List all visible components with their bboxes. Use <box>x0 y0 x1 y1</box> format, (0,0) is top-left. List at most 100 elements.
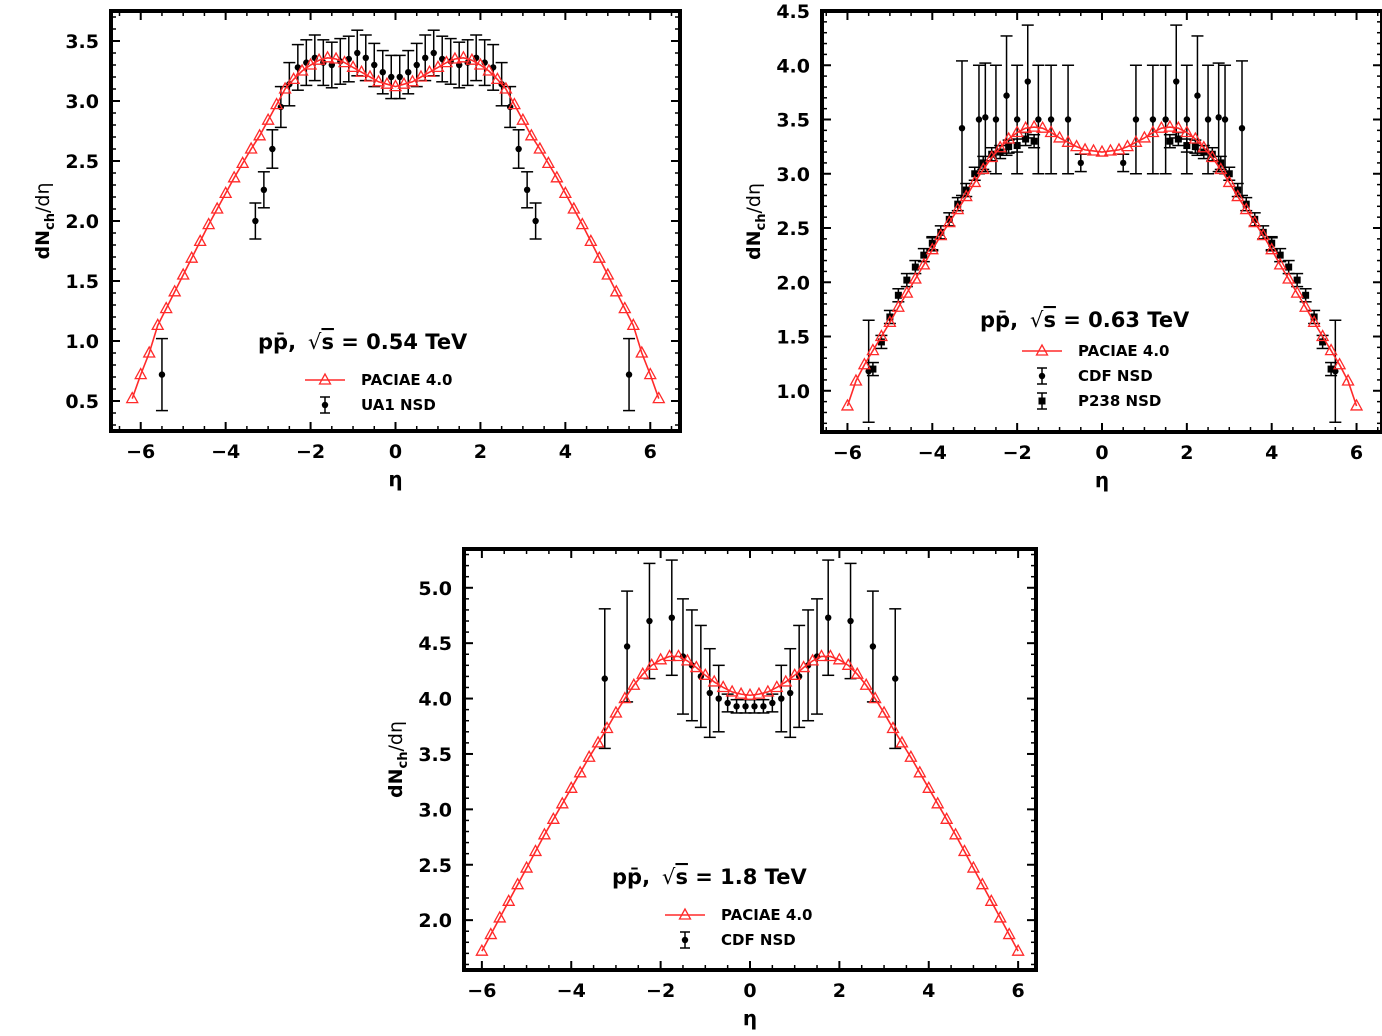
model-point-triangle <box>1248 215 1262 228</box>
plot-area <box>125 29 666 412</box>
data-point-circle <box>269 145 276 153</box>
legend-circle-marker <box>321 401 329 409</box>
y-tick-label: 2.0 <box>776 272 810 294</box>
model-line <box>846 126 1358 407</box>
model-point-triangle <box>948 827 963 840</box>
model-point-triangle <box>261 112 275 125</box>
model-point-triangle <box>592 250 606 263</box>
model-point-triangle <box>270 97 284 110</box>
energy-annotation: pp̄, √s = 1.8 TeV <box>612 865 807 889</box>
model-point-triangle <box>652 391 666 404</box>
plot-area <box>840 24 1364 423</box>
y-tick-label: 1.0 <box>65 331 99 353</box>
model-point-triangle <box>609 705 623 718</box>
model-point-triangle <box>253 128 267 141</box>
annotation-var: s <box>675 865 688 889</box>
data-point-circle <box>362 54 369 61</box>
ticks: −6 −4 −2 0 2 4 6 1.0 1.5 2.0 2.5 3.0 3.5 4.0 4.5 <box>776 1 1382 464</box>
data-point-square <box>937 228 945 236</box>
y-tick-label: 3.0 <box>776 164 810 186</box>
data-point-circle <box>715 695 722 702</box>
model-point-triangle <box>626 318 640 331</box>
model-point-triangle <box>564 780 578 793</box>
model-point-triangle <box>1103 143 1118 156</box>
model-point-triangle <box>627 677 641 690</box>
annotation-sqrt: √ <box>1030 308 1044 332</box>
data-point-square <box>920 251 928 259</box>
y-tick-label: 1.5 <box>776 327 810 349</box>
model-point-triangle <box>976 162 990 175</box>
y-tick-label: 1.0 <box>776 381 810 403</box>
model-point-triangle <box>142 345 156 358</box>
data-point-circle <box>1120 159 1127 167</box>
model-point-triangle <box>537 827 552 840</box>
data-point-circle <box>892 675 899 682</box>
y-tick-label: 2.5 <box>776 218 810 240</box>
data-point-circle <box>1238 124 1246 132</box>
legend-label: PACIAE 4.0 <box>1078 342 1169 360</box>
panel-top-right: −6 −4 −2 0 2 4 6 1.0 1.5 2.0 2.5 3.0 3.5 4.0 4.5 η dNch/… <box>743 1 1382 492</box>
model-point-triangle <box>866 343 880 356</box>
model-point-triangle <box>618 301 632 314</box>
model-point-triangle <box>985 150 999 163</box>
x-tick-label: −2 <box>646 980 675 1002</box>
data-point-circle <box>706 689 713 697</box>
energy-annotation: pp̄, √s = 0.63 TeV <box>980 308 1190 332</box>
data-point-circle <box>1064 116 1072 123</box>
model-line <box>481 655 1019 952</box>
data-point-circle <box>601 675 608 682</box>
data-point-square <box>1013 142 1021 150</box>
data-point-square <box>1327 365 1335 373</box>
model-point-triangle <box>1282 271 1296 284</box>
data-point-circle <box>523 186 531 193</box>
model-point-triangle <box>380 76 394 89</box>
model-point-triangle <box>840 398 855 411</box>
model-point-triangle <box>868 691 882 704</box>
model-point-triangle <box>1112 142 1126 155</box>
data-point-circle <box>869 643 877 650</box>
y-axis-label-tail: /dη <box>385 721 407 752</box>
panel-top-left: −6 −4 −2 0 2 4 6 0.5 1.0 1.5 2.0 2.5 3.0 3.5 η dNch/dη p… <box>32 9 682 491</box>
model-point-triangle <box>859 677 873 690</box>
model-point-triangle <box>388 79 403 92</box>
x-tick-label: 4 <box>922 980 935 1002</box>
model-point-triangle <box>1231 189 1245 202</box>
model-point-triangle <box>1002 927 1016 940</box>
data-point-circle <box>1132 116 1140 123</box>
model-point-triangle <box>397 76 411 89</box>
model-point-triangle <box>1307 315 1321 328</box>
model-point-triangle <box>891 299 905 312</box>
model-point-triangle <box>354 64 369 77</box>
model-point-triangle <box>725 684 739 697</box>
annotation-prefix: pp̄, <box>980 308 1018 332</box>
x-tick-label: 2 <box>833 980 846 1002</box>
data-point-circle <box>532 217 539 225</box>
x-tick-label: −6 <box>126 441 155 463</box>
model-point-triangle <box>942 215 956 228</box>
model-point-triangle <box>1290 285 1304 298</box>
legend-circle-marker <box>681 936 689 944</box>
data-point-square <box>1225 170 1233 178</box>
model-point-triangle <box>573 765 587 778</box>
y-tick-label: 2.5 <box>418 855 452 877</box>
data-point-circle <box>1183 116 1191 123</box>
x-tick-label: 0 <box>743 980 756 1002</box>
model-point-triangle <box>168 284 182 297</box>
model-point-triangle <box>643 367 657 380</box>
model-point-triangle <box>465 52 479 65</box>
x-tick-label: 2 <box>474 441 487 463</box>
y-tick-label: 1.5 <box>65 271 99 293</box>
data-point-circle <box>958 124 966 132</box>
model-point-triangle <box>913 765 927 778</box>
model-point-triangle <box>966 860 981 873</box>
y-tick-label: 4.0 <box>776 55 810 77</box>
model-point-triangle <box>1273 257 1287 270</box>
data-point-circle <box>413 61 420 69</box>
model-point-triangle <box>707 674 721 687</box>
model-point-triangle <box>1095 144 1109 157</box>
model-point-triangle <box>1027 119 1041 132</box>
model-point-triangle <box>601 267 615 280</box>
data-point-circle <box>422 54 429 61</box>
annotation-sqrt: √ <box>308 330 322 354</box>
legend-label: PACIAE 4.0 <box>361 371 452 389</box>
